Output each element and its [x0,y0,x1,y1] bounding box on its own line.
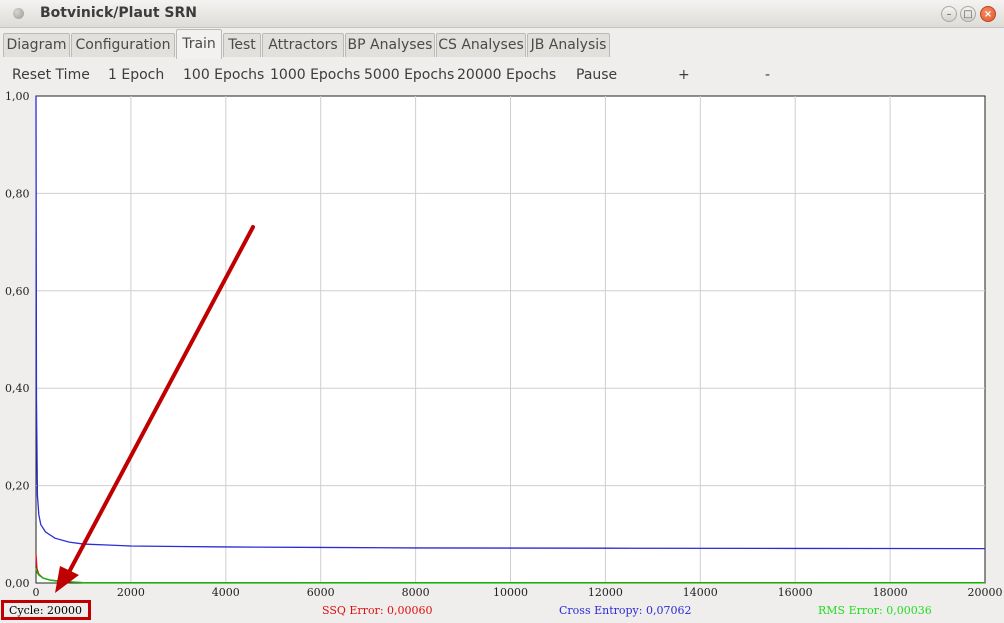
reset-time-button[interactable]: Reset Time [12,67,90,83]
twenty-thousand-epochs-button[interactable]: 20000 Epochs [457,67,557,83]
tab-attractors[interactable]: Attractors [262,33,344,57]
training-error-chart: 0 2000 4000 6000 8000 10000 12000 14000 16000 180… [5,90,1003,599]
x-axis-ticks: 0 2000 4000 6000 8000 10000 12000 14000 16000 180… [33,586,1003,599]
x-tick-label: 0 [33,586,40,599]
y-tick-label: 0,40 [5,382,30,395]
ssq-error-readout: SSQ Error: 0,00060 [322,604,433,617]
x-tick-label: 20000 [968,586,1003,599]
x-tick-label: 8000 [402,586,430,599]
x-tick-label: 12000 [588,586,623,599]
y-tick-label: 0,80 [5,187,30,200]
tab-configuration[interactable]: Configuration [71,33,175,57]
hundred-epochs-button[interactable]: 100 Epochs [183,67,265,83]
tab-test[interactable]: Test [223,33,261,57]
arrow-head [55,566,79,593]
x-tick-label: 16000 [778,586,813,599]
arrow-shaft [66,225,255,576]
cycle-highlight-box [1,600,91,620]
x-tick-label: 4000 [212,586,240,599]
maximize-button[interactable]: □ [960,6,976,22]
tab-train[interactable]: Train [176,29,222,59]
x-tick-label: 2000 [117,586,145,599]
annotation-arrow [55,225,255,593]
zoom-out-button[interactable]: - [765,67,771,83]
rms-error-readout: RMS Error: 0,00036 [818,604,932,617]
series-line-cross-entropy [35,95,986,550]
cycle-counter: Cycle: 20000 [9,604,83,617]
x-tick-label: 10000 [493,586,528,599]
y-tick-label: 0,00 [5,577,30,590]
tab-bp-analyses[interactable]: BP Analyses [345,33,435,57]
tab-bar: Diagram Configuration Train Test Attract… [0,28,1004,60]
one-epoch-button[interactable]: 1 Epoch [108,67,165,83]
cross-entropy-readout: Cross Entropy: 0,07062 [559,604,692,617]
title-bar: Botvinick/Plaut SRN – □ × [0,0,1004,28]
app-menu-icon[interactable] [13,8,24,19]
minimize-button[interactable]: – [941,6,957,22]
tab-jb-analysis[interactable]: JB Analysis [527,33,610,57]
tab-diagram[interactable]: Diagram [3,33,70,57]
toolbar: Reset Time 1 Epoch 100 Epochs 1000 Epoch… [0,60,1004,92]
thousand-epochs-button[interactable]: 1000 Epochs [270,67,361,83]
chart-grid [36,96,985,583]
x-tick-label: 14000 [683,586,718,599]
five-thousand-epochs-button[interactable]: 5000 Epochs [364,67,455,83]
y-tick-label: 0,20 [5,480,30,493]
status-bar: Cycle: 20000 SSQ Error: 0,00060 Cross En… [0,600,1004,623]
x-tick-label: 6000 [307,586,335,599]
window-title: Botvinick/Plaut SRN [40,5,198,21]
y-tick-label: 1,00 [5,90,30,103]
series-line-rms-error [35,568,986,584]
x-tick-label: 18000 [873,586,908,599]
close-button[interactable]: × [980,6,996,22]
y-tick-label: 0,60 [5,285,30,298]
chart-series [35,95,986,584]
zoom-in-button[interactable]: + [678,67,690,83]
pause-button[interactable]: Pause [576,67,618,83]
tab-cs-analyses[interactable]: CS Analyses [436,33,526,57]
y-axis-ticks: 0,00 0,20 0,40 0,60 0,80 1,00 [5,90,30,590]
